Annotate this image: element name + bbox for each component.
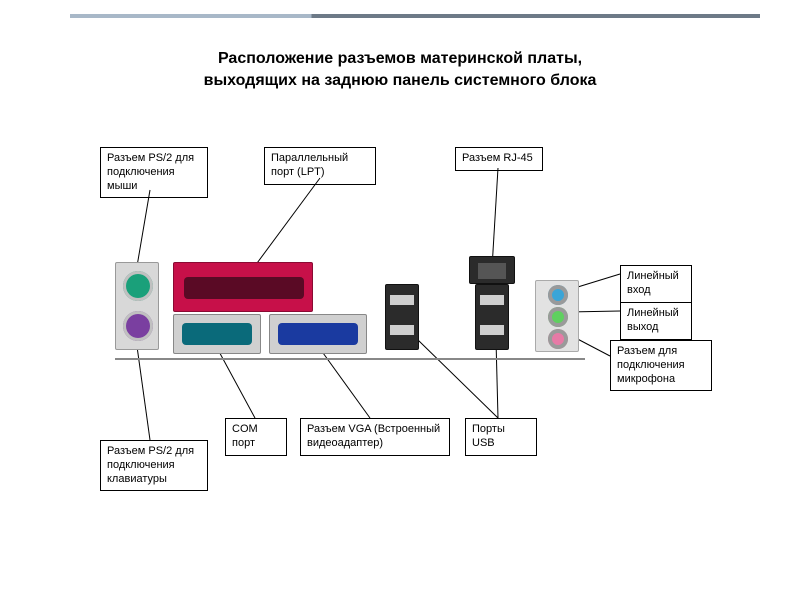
ps2-block xyxy=(115,262,159,350)
label-line-out: Линейный выход xyxy=(620,302,692,340)
usb-slot xyxy=(390,325,414,335)
usb-stack-1 xyxy=(385,284,419,350)
label-usb: Порты USB xyxy=(465,418,537,456)
usb-stack-2 xyxy=(475,284,509,350)
label-ps2-kbd: Разъем PS/2 для подключения клавиатуры xyxy=(100,440,208,491)
top-divider xyxy=(70,14,760,18)
page-title: Расположение разъемов материнской платы,… xyxy=(0,48,800,91)
io-panel xyxy=(115,262,585,360)
usb-slot xyxy=(390,295,414,305)
ps2-mouse-port xyxy=(123,271,153,301)
label-vga: Разъем VGA (Встроенный видеоадаптер) xyxy=(300,418,450,456)
rj45-inner xyxy=(478,263,506,279)
lpt-port xyxy=(173,262,313,312)
usb-slot xyxy=(480,295,504,305)
lpt-slot xyxy=(184,277,304,299)
label-mic: Разъем для подключения микрофона xyxy=(610,340,712,391)
label-rj45: Разъем RJ-45 xyxy=(455,147,543,171)
title-line-2: выходящих на заднюю панель системного бл… xyxy=(0,70,800,92)
title-line-1: Расположение разъемов материнской платы, xyxy=(0,48,800,70)
rj45-port xyxy=(469,256,515,284)
label-line-in: Линейный вход xyxy=(620,265,692,303)
jack-mic xyxy=(548,329,568,349)
vga-inner xyxy=(278,323,358,345)
ps2-keyboard-port xyxy=(123,311,153,341)
com-port xyxy=(173,314,261,354)
label-com: COM порт xyxy=(225,418,287,456)
jack-line-out xyxy=(548,307,568,327)
label-lpt: Параллельный порт (LPT) xyxy=(264,147,376,185)
vga-port xyxy=(269,314,367,354)
usb-slot xyxy=(480,325,504,335)
jack-line-in xyxy=(548,285,568,305)
com-inner xyxy=(182,323,252,345)
label-ps2-mouse: Разъем PS/2 для подключения мыши xyxy=(100,147,208,198)
audio-block xyxy=(535,280,579,352)
